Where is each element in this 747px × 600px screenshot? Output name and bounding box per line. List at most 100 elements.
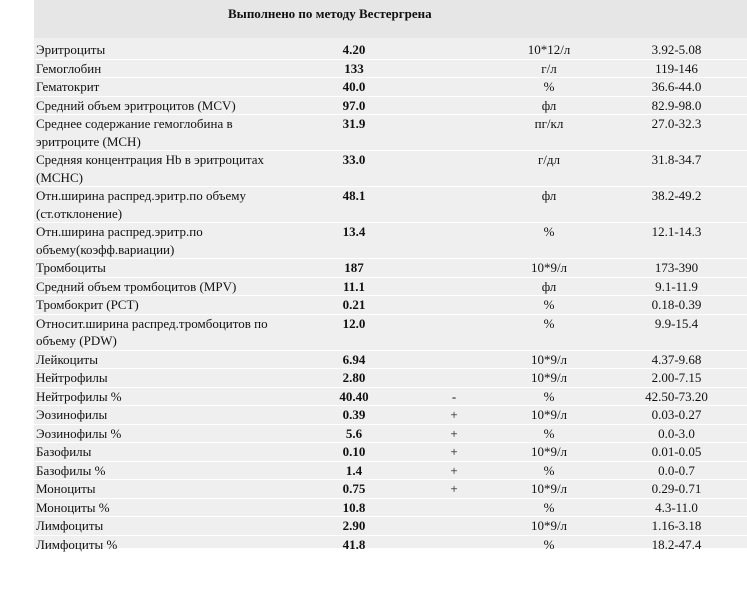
abnormal-flag: - xyxy=(451,388,457,404)
test-name: Нейтрофилы % xyxy=(36,388,122,404)
table-row: Эритроциты 4.20 10*12/л 3.92-5.08 xyxy=(34,41,747,59)
test-name: Лимфоциты % xyxy=(36,536,118,552)
table-row: Лимфоциты % 41.8% 18.2-47.4 xyxy=(34,535,747,554)
reference-range: 9.9-15.4 xyxy=(654,315,699,331)
reference-range: 18.2-47.4 xyxy=(651,536,702,552)
test-name: Лейкоциты xyxy=(36,351,98,367)
reference-range: 0.0-3.0 xyxy=(658,425,695,441)
abnormal-flag xyxy=(424,498,484,517)
test-unit: % xyxy=(543,315,555,331)
table-row: Средняя концентрация Hb в эритроцитах (М… xyxy=(34,151,747,187)
abnormal-flag xyxy=(424,187,484,223)
test-value: 1.4 xyxy=(345,462,363,478)
test-unit: 10*9/л xyxy=(530,518,568,533)
test-unit: г/л xyxy=(541,60,557,76)
test-name: Отн.ширина распред.эритр.по объему(коэфф… xyxy=(36,224,203,257)
test-unit: % xyxy=(543,425,555,441)
test-unit: % xyxy=(543,536,555,552)
table-row: Средний объем эритроцитов (MCV) 97.0 фл 82.… xyxy=(34,96,747,115)
table-row: Лейкоциты 6.94 10*9/л 4.37-9.68 xyxy=(34,350,747,369)
test-unit: % xyxy=(543,79,555,94)
abnormal-flag: + xyxy=(450,481,458,496)
table-row: Моноциты 0.75 +10*9/л 0.29-0.71 xyxy=(34,480,747,498)
test-value: 33.0 xyxy=(342,152,366,167)
abnormal-flag xyxy=(424,369,484,388)
reference-range: 173-390 xyxy=(654,260,699,275)
abnormal-flag xyxy=(424,259,484,278)
test-value: 5.6 xyxy=(345,425,363,441)
abnormal-flag xyxy=(424,115,484,151)
table-row: Эозинофилы 0.39 +10*9/л 0.03-0.27 xyxy=(34,406,747,424)
results-panel xyxy=(34,0,747,548)
blood-test-table: Эритроциты 4.20 10*12/л 3.92-5.08 Гемоглобин… xyxy=(34,38,747,554)
reference-range: 9.1-11.9 xyxy=(655,278,698,294)
test-unit: 10*9/л xyxy=(530,481,568,496)
abnormal-flag xyxy=(424,78,484,97)
reference-range: 42.50-73.20 xyxy=(645,388,708,404)
test-name: Нейтрофилы xyxy=(36,370,108,385)
abnormal-flag xyxy=(424,314,484,350)
test-name: Эритроциты xyxy=(36,42,106,57)
test-name: Относит.ширина распред.тромбоцитов по об… xyxy=(36,315,268,349)
abnormal-flag xyxy=(424,223,484,259)
abnormal-flag xyxy=(424,517,484,536)
abnormal-flag xyxy=(424,59,484,78)
test-name: Средняя концентрация Hb в эритроцитах (М… xyxy=(36,152,265,185)
test-name: Тромбоциты xyxy=(36,260,106,275)
reference-range: 0.0-0.7 xyxy=(658,462,695,478)
reference-range: 0.03-0.27 xyxy=(651,407,702,422)
table-row: Нейтрофилы 2.80 10*9/л 2.00-7.15 xyxy=(34,369,747,388)
test-unit: 10*9/л xyxy=(530,351,568,367)
table-row: Тромбоциты 187 10*9/л 173-390 xyxy=(34,259,747,278)
test-unit: % xyxy=(543,297,555,312)
test-value: 40.40 xyxy=(339,388,369,404)
abnormal-flag xyxy=(424,277,484,296)
test-unit: г/дл xyxy=(537,152,561,167)
test-value: 48.1 xyxy=(342,188,366,203)
reference-range: 4.3-11.0 xyxy=(655,499,698,515)
test-value: 41.8 xyxy=(342,536,366,552)
test-name: Средний объем эритроцитов (MCV) xyxy=(36,97,236,113)
test-name: Гематокрит xyxy=(36,79,100,94)
test-name: Моноциты xyxy=(36,481,96,496)
table-row: Отн.ширина распред.эритр.по объему (ст.о… xyxy=(34,187,747,223)
reference-range: 1.16-3.18 xyxy=(651,518,702,533)
test-value: 40.0 xyxy=(342,79,366,94)
table-row: Эозинофилы % 5.6 +% 0.0-3.0 xyxy=(34,424,747,443)
test-unit: 10*9/л xyxy=(530,444,568,459)
test-value: 13.4 xyxy=(342,224,366,239)
reference-range: 38.2-49.2 xyxy=(651,188,702,203)
table-row: Гематокрит 40.0% 36.6-44.0 xyxy=(34,78,747,97)
test-value: 6.94 xyxy=(342,351,366,367)
test-unit: 10*12/л xyxy=(527,42,571,57)
abnormal-flag: + xyxy=(450,444,458,459)
test-name: Моноциты % xyxy=(36,499,110,515)
table-row: Базофилы % 1.4 +% 0.0-0.7 xyxy=(34,461,747,480)
test-name: Эозинофилы % xyxy=(36,425,122,441)
test-unit: фл xyxy=(541,278,557,294)
test-value: 12.0 xyxy=(342,315,366,331)
abnormal-flag xyxy=(424,350,484,369)
test-name: Базофилы xyxy=(36,444,92,459)
abnormal-flag xyxy=(424,96,484,115)
table-row: Базофилы 0.10 +10*9/л 0.01-0.05 xyxy=(34,443,747,461)
reference-range: 31.8-34.7 xyxy=(651,152,702,167)
test-value: 4.20 xyxy=(342,42,366,57)
test-value: 31.9 xyxy=(342,116,366,131)
abnormal-flag xyxy=(424,41,484,59)
test-unit: пг/кл xyxy=(534,116,564,131)
test-name: Отн.ширина распред.эритр.по объему (ст.о… xyxy=(36,188,246,221)
reference-range: 119-146 xyxy=(655,60,698,76)
reference-range: 12.1-14.3 xyxy=(651,224,702,239)
test-unit: 10*9/л xyxy=(530,370,568,385)
table-body: Эритроциты 4.20 10*12/л 3.92-5.08 Гемоглобин… xyxy=(34,38,747,554)
table-row: Средний объем тромбоцитов (MPV) 11.1 фл 9.1… xyxy=(34,277,747,296)
table-row: Относит.ширина распред.тромбоцитов по об… xyxy=(34,314,747,350)
table-row: Моноциты % 10.8% 4.3-11.0 xyxy=(34,498,747,517)
abnormal-flag xyxy=(424,151,484,187)
test-unit: % xyxy=(543,462,555,478)
test-value: 187 xyxy=(344,260,364,275)
reference-range: 27.0-32.3 xyxy=(651,116,702,131)
table-row: Среднее содержание гемоглобина в эритроц… xyxy=(34,115,747,151)
test-value: 0.75 xyxy=(342,481,366,496)
